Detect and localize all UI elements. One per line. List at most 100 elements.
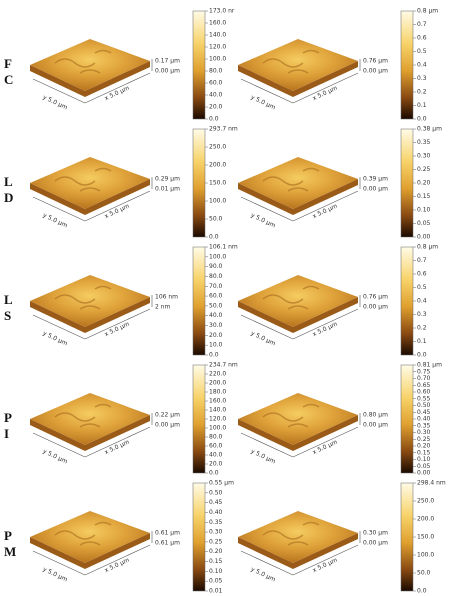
axis-line: [292, 72, 359, 104]
colorbar-label: 10.0: [209, 342, 223, 349]
colorbar-label: 0.65: [417, 382, 431, 389]
colorbar-label: 0.3: [417, 311, 427, 318]
colorbar-label: 0.0: [209, 352, 219, 359]
surface: [30, 39, 150, 91]
row-label: P: [4, 410, 12, 425]
colorbar-label: 0.45: [417, 409, 431, 416]
axis-line: [292, 544, 359, 576]
colorbar-label: 70.0: [209, 283, 223, 290]
surface: [30, 275, 150, 327]
colorbar-label: 100.0: [209, 425, 226, 432]
colorbar-label: 0.30: [417, 429, 431, 436]
axis-line: [240, 432, 294, 458]
colorbar-label: 50.0: [209, 302, 223, 309]
row-label: F: [4, 56, 12, 71]
axis-label: y 5.0 µm: [250, 94, 277, 112]
axis-label: x 5.0 µm: [312, 203, 339, 221]
surface: [238, 39, 358, 91]
z-label: 2 nm: [155, 304, 171, 311]
axis-line: [240, 78, 294, 104]
axis-line: [84, 544, 151, 576]
z-label: 0.39 µm: [363, 176, 388, 183]
surface-texture: [262, 167, 320, 192]
colorbar-label: 293.7 nm: [209, 126, 238, 133]
colorbar-label: 40.0: [209, 92, 223, 99]
colorbar-label: 0.20: [417, 180, 431, 187]
colorbar-label: 0.38 µm: [417, 126, 442, 133]
colorbar-label: 0.7: [417, 257, 427, 264]
colorbar-label: 100.0: [417, 552, 434, 559]
axis-line: [240, 196, 294, 222]
colorbar-label: 0.25: [417, 436, 431, 443]
axis-line: [32, 550, 86, 576]
colorbar-label: 30.0: [209, 322, 223, 329]
row-label: I: [4, 426, 9, 441]
surface-side: [30, 415, 150, 451]
axis-line: [292, 308, 359, 340]
colorbar-label: 60.0: [209, 80, 223, 87]
colorbar-label: 0.4: [417, 62, 427, 69]
colorbar-label: 0.0: [209, 116, 219, 123]
axis-line: [292, 190, 359, 222]
z-label: 0.76 µm: [363, 58, 388, 65]
axis-label: x 5.0 µm: [104, 203, 131, 221]
surface-texture: [54, 403, 112, 428]
axis-line: [84, 190, 151, 222]
row-label: C: [4, 72, 13, 87]
colorbar-label: 160.0: [209, 398, 226, 405]
colorbar-label: 0.3: [417, 75, 427, 82]
colorbar-label: 20.0: [209, 104, 223, 111]
colorbar-label: 140.0: [209, 407, 226, 414]
colorbar-label: 0.4: [417, 298, 427, 305]
colorbar-label: 0.5: [417, 284, 427, 291]
axis-label: x 5.0 µm: [104, 557, 131, 575]
surface-side: [238, 415, 358, 451]
colorbar: [192, 10, 206, 120]
axis-label: y 5.0 µm: [42, 212, 69, 230]
colorbar-label: 0.25: [209, 538, 223, 545]
colorbar-label: 120.0: [209, 416, 226, 423]
axis-line: [240, 314, 294, 340]
surface: [30, 511, 150, 563]
colorbar-label: 0.0: [417, 352, 427, 359]
colorbar-label: 100.0: [209, 198, 226, 205]
colorbar: [400, 482, 414, 592]
colorbar-label: 180.0: [209, 389, 226, 396]
axis-label: x 5.0 µm: [312, 439, 339, 457]
colorbar-label: 50.0: [417, 570, 431, 577]
z-label: 0.61 µm: [155, 540, 180, 547]
axis-label: y 5.0 µm: [42, 330, 69, 348]
colorbar-label: 0.55 µm: [209, 480, 234, 487]
colorbar-label: 0.20: [417, 443, 431, 450]
axis-label: x 5.0 µm: [312, 321, 339, 339]
colorbar-label: 0.30: [209, 529, 223, 536]
colorbar-label: 0.00: [417, 470, 431, 477]
axis-line: [292, 426, 359, 458]
axis-label: x 5.0 µm: [104, 439, 131, 457]
surface-side: [238, 61, 358, 97]
colorbar-label: 0.35: [417, 422, 431, 429]
surface: [238, 157, 358, 209]
colorbar-label: 0.0: [417, 588, 427, 595]
colorbar-label: 0.50: [417, 402, 431, 409]
axis-line: [84, 308, 151, 340]
colorbar-label: 0.6: [417, 271, 427, 278]
colorbar-label: 200.0: [209, 380, 226, 387]
colorbar-label: 0.10: [209, 568, 223, 575]
row-label: L: [4, 174, 13, 189]
row-label: P: [4, 528, 12, 543]
colorbar-label: 234.7 nm: [209, 362, 238, 369]
colorbar: [400, 10, 414, 120]
colorbar-label: 0.7: [417, 21, 427, 28]
axis-label: y 5.0 µm: [42, 566, 69, 584]
surface-texture: [54, 285, 112, 310]
surface-side: [238, 297, 358, 333]
colorbar-label: 0.15: [417, 449, 431, 456]
surface-side: [30, 61, 150, 97]
axis-label: y 5.0 µm: [250, 212, 277, 230]
surface: [238, 511, 358, 563]
z-label: 0.01 µm: [155, 186, 180, 193]
surface-texture: [54, 167, 112, 192]
surface: [30, 157, 150, 209]
colorbar: [192, 482, 206, 592]
